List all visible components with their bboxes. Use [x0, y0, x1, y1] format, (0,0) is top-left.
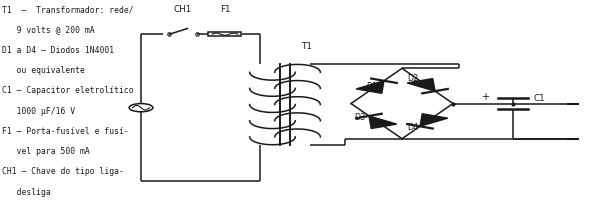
Text: D2: D2 [407, 73, 418, 82]
Text: 9 volts @ 200 mA: 9 volts @ 200 mA [2, 25, 94, 34]
Text: +: + [481, 92, 489, 102]
Text: F1 – Porta-fusível e fusí-: F1 – Porta-fusível e fusí- [2, 126, 128, 135]
Text: CH1: CH1 [174, 6, 192, 14]
Text: 1000 μF/16 V: 1000 μF/16 V [2, 106, 75, 115]
Text: C1: C1 [534, 93, 545, 102]
Text: T1  –  Transformador: rede/: T1 – Transformador: rede/ [2, 5, 133, 14]
Text: D1: D1 [366, 82, 377, 91]
Polygon shape [407, 79, 435, 92]
Text: CH1 – Chave do tipo liga-: CH1 – Chave do tipo liga- [2, 167, 124, 176]
Text: D1 a D4 – Diodos 1N4001: D1 a D4 – Diodos 1N4001 [2, 46, 114, 54]
Bar [209, 33, 241, 37]
Text: D4: D4 [407, 123, 418, 132]
Polygon shape [356, 81, 384, 94]
Text: F1: F1 [220, 6, 230, 14]
Polygon shape [369, 116, 397, 129]
Polygon shape [420, 114, 448, 127]
Text: D3: D3 [354, 112, 365, 122]
Text: vel para 500 mA: vel para 500 mA [2, 146, 89, 155]
Text: T1: T1 [301, 42, 312, 50]
Text: desliga: desliga [2, 187, 50, 196]
Text: C1 – Capacitor eletrolítico: C1 – Capacitor eletrolítico [2, 86, 133, 95]
Text: ou equivalente: ou equivalente [2, 66, 85, 75]
